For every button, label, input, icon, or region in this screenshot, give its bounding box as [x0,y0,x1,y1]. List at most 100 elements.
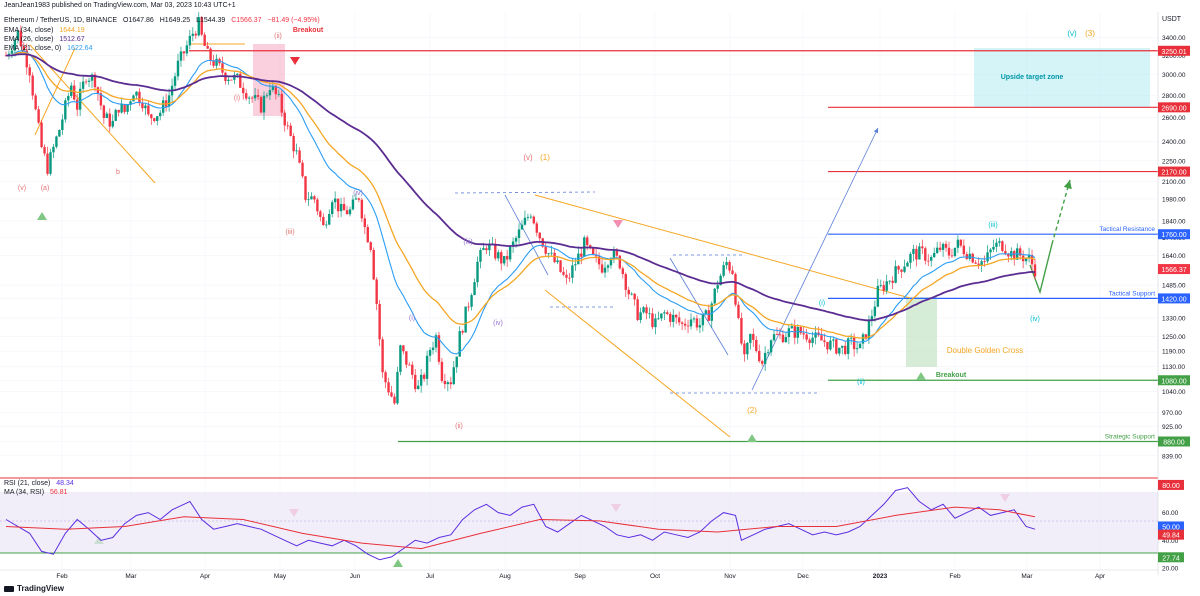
candle-body [455,356,458,368]
candle-body [912,248,915,254]
candles [4,12,1037,406]
candle-body [621,268,625,275]
candle-body [752,333,755,340]
candle-body [514,237,518,242]
rsi-tag-bg [1158,521,1184,532]
candle-body [553,252,556,263]
annotation-lines [29,43,1072,438]
candle-body [977,263,980,265]
candle-body [78,88,82,110]
candle-body [900,269,903,272]
candle-body [431,347,435,351]
candle-body [25,50,28,68]
candle-body [292,135,295,152]
price-tick-label: 3200.00 [1162,53,1186,60]
candle-body [719,275,722,286]
candle-body [861,334,865,344]
buy-marker [37,212,47,220]
candle-body [802,333,805,335]
candle-body [277,93,281,95]
candle-body [876,285,880,307]
tv-logo-text: TradingView [17,584,64,593]
candle-body [345,210,349,215]
candle-body [597,256,601,265]
ema34-label: EMA (34, close) [4,27,54,34]
candle-body [437,335,441,362]
price-tick-label: 2250.00 [1162,158,1186,165]
candle-body [259,96,263,113]
candle-body [75,99,79,110]
candle-body [832,339,835,341]
candle-body [328,213,331,225]
candle-body [633,293,636,300]
rsi-ma-line [5,506,1036,550]
ema21-legend[interactable]: EMA (21, close, 0) 1622.64 [4,45,96,52]
candle-body [562,271,565,275]
candle-body [156,116,159,121]
candle-body [677,317,681,323]
time-tick-label: Mar [125,573,137,580]
candle-body [467,306,470,308]
candle-body [852,337,856,350]
wave-label: (a) [41,185,50,192]
candle-body [446,382,450,385]
time-tick-label: Nov [724,573,736,580]
candle-body [253,95,257,99]
price-tick-label: 1330.00 [1162,315,1186,322]
candle-body [227,79,230,81]
ema26-value: 1512.67 [59,36,85,43]
ema34-line [5,51,1036,339]
ema21-value: 1622.64 [67,45,93,52]
ema34-legend[interactable]: EMA (34, close) 1644.19 [4,27,89,34]
ema34-value: 1644.19 [59,27,85,34]
tradingview-logo[interactable]: TradingView [4,584,64,593]
candle-body [692,318,696,320]
price-tick-label: 1250.00 [1162,334,1186,341]
rsi-tag-text: 49.84 [1162,533,1180,540]
candle-body [366,226,369,243]
candle-body [846,338,850,354]
candle-body [722,265,725,276]
candle-body [449,382,453,385]
candle-body [680,322,684,324]
last-price-tag-bg [1158,264,1190,275]
candle-body [416,385,420,390]
candle-body [844,345,847,354]
ema26-legend[interactable]: EMA (26, close) 1512.67 [4,36,89,43]
candle-body [384,372,387,383]
candle-body [909,253,912,263]
candle-body [615,250,619,256]
candle-body [111,120,114,127]
candle-body [114,109,117,121]
rsi-legend[interactable]: RSI (21, close) 48.34 [4,480,78,487]
candle-body [322,216,325,226]
candle-body [520,224,524,230]
candle-body [348,209,352,215]
tv-logo-icon [4,585,14,592]
rsi-ma-legend[interactable]: MA (34, RSI) 56.81 [4,489,72,496]
candle-body [841,345,844,348]
price-tag-bg [1158,102,1190,113]
candle-body [197,17,200,36]
candle-body [701,314,705,326]
candle-body [935,247,939,253]
price-tick-label: 1130.00 [1162,364,1185,371]
candle-body [758,350,761,362]
candle-body [185,45,189,54]
candle-body [443,380,447,385]
candle-body [31,75,34,96]
rsi-ma-value: 56.81 [50,489,68,496]
candle-body [974,262,977,264]
candle-body [746,342,749,355]
time-tick-label: Oct [650,573,660,580]
price-tag-text: 880.00 [1163,439,1185,446]
candle-body [434,335,438,348]
candle-body [707,310,711,321]
candle-body [102,105,106,118]
wave-label: (iv) [1030,316,1040,323]
candle-body [262,95,266,113]
time-tick-label: May [274,573,287,580]
ohlc-high: H1649.25 [159,17,191,24]
candle-body [743,343,746,355]
